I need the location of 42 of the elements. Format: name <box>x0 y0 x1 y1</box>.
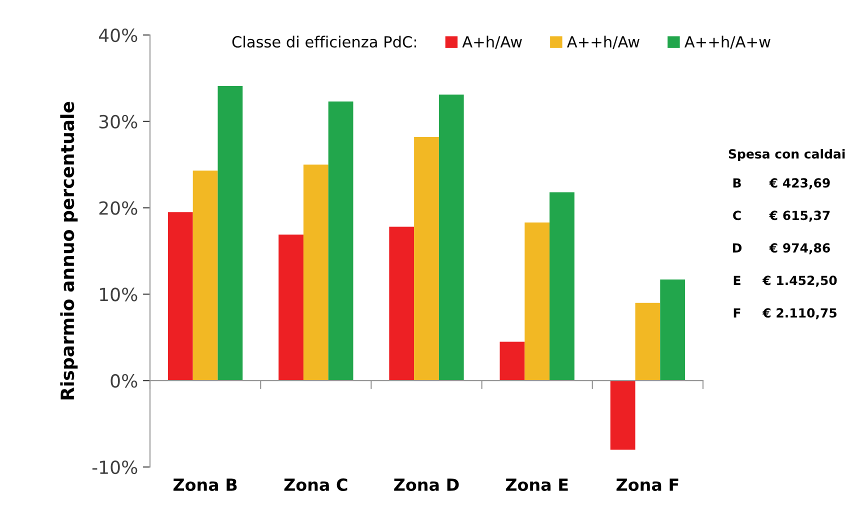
y-tick-label: -10% <box>92 460 138 474</box>
text: F <box>734 308 740 318</box>
x-tick-label: Zona D <box>394 478 459 492</box>
bar <box>660 280 686 381</box>
bar <box>303 164 328 381</box>
text: E <box>734 276 740 285</box>
bar <box>328 102 354 381</box>
bar <box>389 226 414 381</box>
y-tick-label: 30% <box>99 114 138 129</box>
legend-label: A++h/Aw <box>566 36 640 49</box>
y-tick-label: 40% <box>98 28 138 42</box>
bar <box>192 170 218 381</box>
bar <box>278 234 304 381</box>
y-tick-label: 10% <box>100 288 138 302</box>
bar <box>414 136 439 381</box>
bar <box>550 192 574 381</box>
bar <box>218 86 243 381</box>
x-tick-label: Zona C <box>284 478 348 492</box>
bar <box>610 380 636 450</box>
bar <box>168 212 193 381</box>
text: € 423,69 <box>769 178 830 190</box>
legend-label: A++h/A+w <box>684 36 770 49</box>
bar <box>524 222 550 381</box>
text: € 615,37 <box>769 210 830 222</box>
bar <box>438 94 464 381</box>
text: € 1.452,50 <box>762 276 837 287</box>
x-tick-label: Zona F <box>616 478 678 492</box>
text: B <box>733 178 741 188</box>
text: € 974,86 <box>769 243 830 254</box>
bar <box>635 302 660 381</box>
legend-label: A+h/Aw <box>462 36 522 49</box>
legend-title: Classe di efficienza PdC: <box>232 36 416 48</box>
y-axis-title: Risparmio annuo percentuale <box>60 102 78 400</box>
y-tick-label: 0% <box>110 374 138 388</box>
y-tick-label: 20% <box>99 201 138 215</box>
text: C <box>733 210 741 220</box>
text: D <box>732 243 742 252</box>
x-tick-label: Zona B <box>173 478 237 492</box>
text: Spesa con caldai <box>728 148 845 162</box>
bar <box>500 342 525 381</box>
text: € 2.110,75 <box>762 308 836 320</box>
x-tick-label: Zona E <box>506 478 568 492</box>
